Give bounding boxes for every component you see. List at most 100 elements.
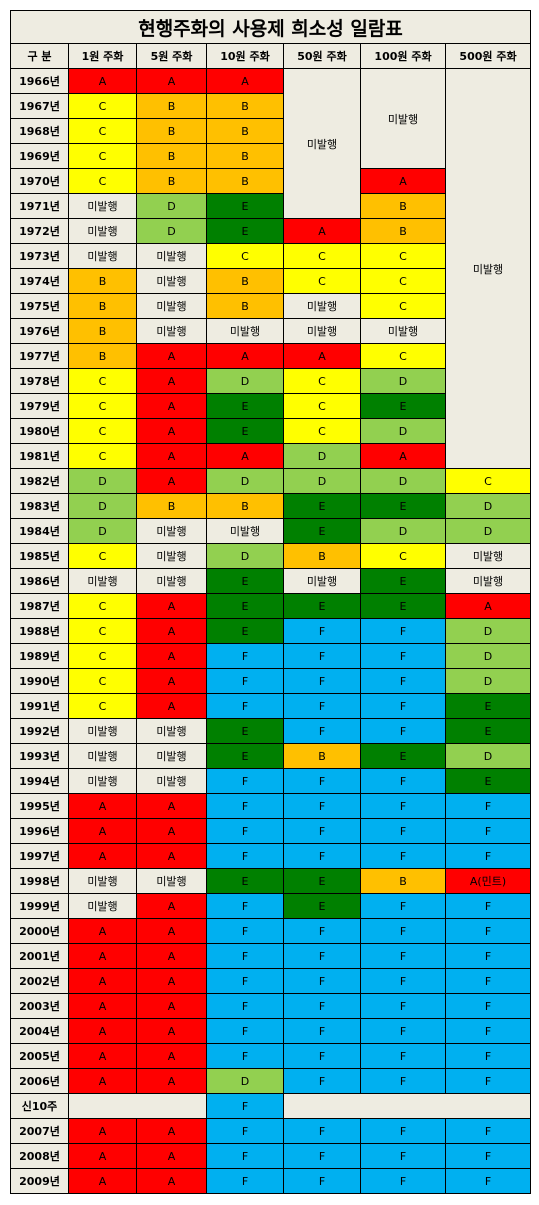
grade-cell: F [360, 893, 446, 919]
year-row: 1967년 C B B [10, 93, 531, 119]
year-label: 1993년 [10, 743, 69, 769]
grade-cell: D [283, 443, 361, 469]
grade-cell: F [283, 718, 361, 744]
grade-cell: A [136, 993, 207, 1019]
grade-cell: A [68, 1018, 137, 1044]
year-label: 1978년 [10, 368, 69, 394]
grade-cell: A [136, 1118, 207, 1144]
grade-cell: C [68, 543, 137, 569]
column-header: 1원 주화 [68, 43, 137, 69]
grade-cell: A [68, 1068, 137, 1094]
grade-cell: 미발행 [444, 68, 532, 469]
year-row: 2000년 A A F F F F [10, 918, 532, 944]
grade-cell: E [206, 218, 284, 244]
grade-cell: 미발행 [136, 768, 207, 794]
grade-cell: F [283, 693, 361, 719]
grade-cell: B [136, 93, 207, 119]
grade-cell: C [68, 143, 137, 169]
year-label: 1983년 [10, 493, 69, 519]
table-title: 현행주화의 사용제 희소성 일람표 [9, 10, 532, 44]
grade-cell: C [68, 443, 137, 469]
grade-cell: E [206, 618, 284, 644]
grade-cell: A [68, 843, 137, 869]
grade-cell: E [360, 568, 446, 594]
year-label: 1975년 [10, 293, 69, 319]
grade-cell: C [283, 418, 361, 444]
grade-cell: D [68, 518, 137, 544]
year-label: 1997년 [10, 843, 69, 869]
grade-cell: D [283, 468, 361, 494]
year-row: 1981년 C A A D A [10, 443, 531, 469]
grade-cell: A [136, 668, 207, 694]
year-label: 1987년 [10, 593, 69, 619]
grade-cell: F [283, 843, 361, 869]
year-row: 2003년 A A F F F F [10, 993, 532, 1019]
grade-cell: B [283, 743, 361, 769]
grade-cell: F [283, 818, 361, 844]
grade-cell: F [360, 718, 446, 744]
rarity-table: 현행주화의 사용제 희소성 일람표 구 분 1원 주화 5원 주화 10원 주화 50원… [9, 10, 532, 1194]
grade-cell: F [444, 1118, 532, 1144]
grade-cell: E [283, 493, 361, 519]
grade-cell: E [206, 568, 284, 594]
grade-cell: E [206, 393, 284, 419]
title-row: 현행주화의 사용제 희소성 일람표 [9, 10, 532, 44]
grade-cell: C [283, 243, 361, 269]
year-label: 1986년 [10, 568, 69, 594]
grade-cell: F [206, 918, 284, 944]
year-label: 1996년 [10, 818, 69, 844]
grade-cell: F [283, 1118, 361, 1144]
grade-cell: B [206, 168, 284, 194]
year-label: 1995년 [10, 793, 69, 819]
grade-cell: C [68, 668, 137, 694]
grade-cell: F [360, 793, 446, 819]
year-row: 1978년 C A D C D [10, 368, 531, 394]
grade-cell: F [206, 643, 284, 669]
year-row: 1986년 미발행 미발행 E 미발행 E 미발행 [10, 568, 532, 594]
grade-cell: F [444, 968, 532, 994]
grade-cell: 미발행 [68, 218, 137, 244]
grade-cell: F [360, 993, 446, 1019]
year-label: 1980년 [10, 418, 69, 444]
grade-cell: A [136, 943, 207, 969]
grade-cell: F [444, 918, 532, 944]
year-row: 신10주 F [10, 1093, 532, 1119]
grade-cell: E [206, 743, 284, 769]
grade-cell: D [206, 468, 284, 494]
grade-cell: A [68, 793, 137, 819]
empty-cell [282, 1093, 532, 1119]
grade-cell: F [206, 1143, 284, 1169]
year-label: 2003년 [10, 993, 69, 1019]
grade-cell: C [68, 368, 137, 394]
year-label: 1990년 [10, 668, 69, 694]
grade-cell: D [360, 368, 446, 394]
grade-cell: B [206, 143, 284, 169]
grade-cell: 미발행 [136, 543, 207, 569]
grade-cell: F [206, 968, 284, 994]
grade-cell: 미발행 [283, 68, 361, 219]
year-row: 1998년 미발행 미발행 E E B A(민트) [10, 868, 532, 894]
grade-cell: A [68, 968, 137, 994]
year-row: 2002년 A A F F F F [10, 968, 532, 994]
grade-cell: 미발행 [283, 318, 361, 344]
year-row: 1977년 B A A A C [10, 343, 531, 369]
grade-cell: F [206, 993, 284, 1019]
year-row: 1966년 A A A 미발행 미발행 미발행 [10, 68, 532, 469]
grade-cell: A [68, 1118, 137, 1144]
grade-cell: A [136, 468, 207, 494]
grade-cell: A [68, 1143, 137, 1169]
grade-cell: B [68, 293, 137, 319]
grade-cell: C [68, 393, 137, 419]
grade-cell: A [136, 68, 207, 94]
year-row: 1979년 C A E C E [10, 393, 531, 419]
grade-cell: E [283, 893, 361, 919]
grade-cell: F [444, 1143, 532, 1169]
grade-cell: F [360, 968, 446, 994]
grade-cell: A [206, 343, 284, 369]
grade-cell: B [206, 93, 284, 119]
year-row: 2005년 A A F F F F [10, 1043, 532, 1069]
grade-cell: F [283, 968, 361, 994]
grade-cell: D [444, 643, 532, 669]
grade-cell: B [136, 493, 207, 519]
year-row: 1995년 A A F F F F [10, 793, 532, 819]
